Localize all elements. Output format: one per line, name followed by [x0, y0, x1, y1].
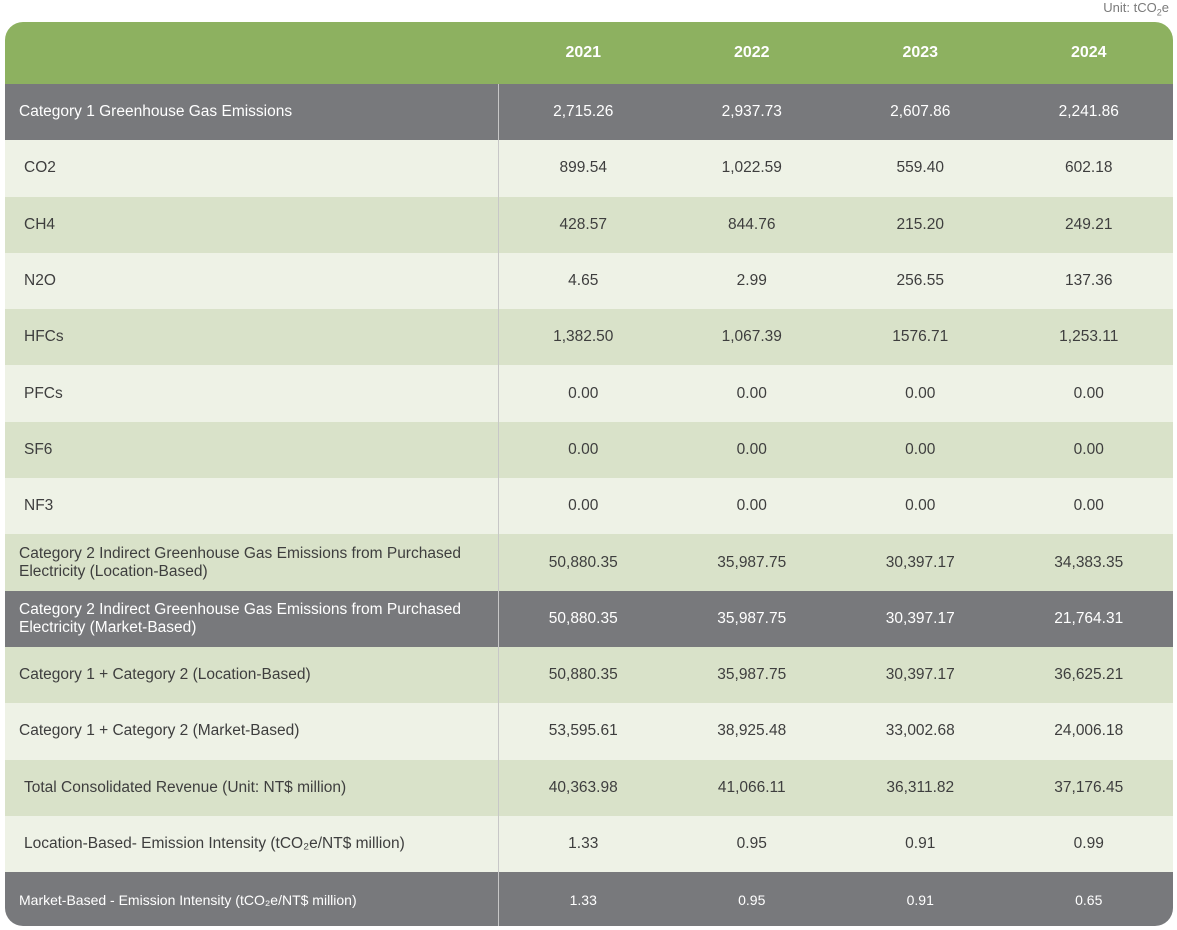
- row-value-2021: 1.33: [569, 892, 597, 909]
- row-value-2024: 34,383.35: [1054, 553, 1124, 571]
- row-value-2021: 50,880.35: [548, 666, 618, 684]
- row-value-2022: 844.76: [728, 215, 776, 233]
- row-label: PFCs: [5, 365, 499, 422]
- row-label: NF3: [5, 478, 499, 535]
- table-row: Category 2 Indirect Greenhouse Gas Emiss…: [5, 534, 1173, 591]
- table-row: CH4 428.57 844.76 215.20 249.21: [5, 196, 1173, 253]
- row-value-2024: 0.00: [1073, 384, 1104, 402]
- table-row: Category 1 + Category 2 (Location-Based)…: [5, 646, 1173, 704]
- row-value-2023: 2,607.86: [890, 103, 951, 121]
- row-value-2023: 33,002.68: [885, 722, 955, 740]
- row-value-2022: 1,067.39: [721, 328, 782, 346]
- row-value-2021: 1.33: [568, 835, 599, 852]
- row-value-2021: 0.00: [568, 497, 599, 515]
- table-body: Category 1 Greenhouse Gas Emissions 2,715…: [5, 84, 1173, 926]
- row-value-2023: 30,397.17: [885, 609, 955, 627]
- row-value-2022: 35,987.75: [717, 609, 787, 627]
- table-row: Category 2 Indirect Greenhouse Gas Emiss…: [5, 590, 1173, 647]
- row-value-2023: 0.91: [905, 835, 936, 852]
- row-label: Category 2 Indirect Greenhouse Gas Emiss…: [5, 590, 499, 647]
- row-value-2022: 2,937.73: [721, 103, 782, 121]
- row-value-2022: 0.95: [736, 835, 767, 852]
- table-row: N2O 4.65 2.99 256.55 137.36: [5, 252, 1173, 310]
- row-label: HFCs: [5, 309, 499, 366]
- row-value-2024: 0.65: [1075, 892, 1103, 909]
- header-year-2024: 2024: [1070, 44, 1107, 61]
- row-value-2024: 602.18: [1065, 159, 1113, 177]
- row-value-2024: 0.99: [1073, 835, 1104, 852]
- row-value-2022: 41,066.11: [717, 778, 786, 796]
- table-row: HFCs 1,382.50 1,067.39 1576.71 1,253.11: [5, 309, 1173, 366]
- table-row: Category 1 Greenhouse Gas Emissions 2,715…: [5, 84, 1173, 141]
- table-row: Category 1 + Category 2 (Market-Based) 53…: [5, 703, 1173, 760]
- row-value-2021: 40,363.98: [548, 778, 618, 796]
- header-year-2023: 2023: [902, 44, 939, 61]
- row-value-2023: 0.91: [906, 892, 934, 909]
- row-value-2022: 35,987.75: [717, 553, 787, 571]
- row-value-2021: 4.65: [568, 272, 599, 290]
- row-value-2023: 1576.71: [892, 328, 949, 346]
- table-row: Market-Based - Emission Intensity (tCO₂e…: [5, 872, 1173, 926]
- row-value-2022: 2.99: [736, 272, 767, 290]
- row-value-2022: 0.00: [736, 384, 767, 402]
- row-value-2024: 24,006.18: [1054, 722, 1124, 740]
- row-value-2021: 2,715.26: [553, 103, 614, 121]
- header-year-2021: 2021: [565, 44, 602, 61]
- emissions-table: 2021 2022 2023 2024 Category 1 Greenhous…: [5, 22, 1173, 926]
- unit-label: Unit: tCO2e: [1103, 0, 1169, 18]
- row-value-2024: 0.00: [1073, 497, 1104, 515]
- row-value-2021: 428.57: [559, 215, 607, 233]
- row-value-2024: 137.36: [1065, 272, 1113, 290]
- row-value-2022: 1,022.59: [721, 159, 782, 177]
- table-row: Total Consolidated Revenue (Unit: NT$ mi…: [5, 759, 1173, 816]
- row-label: Total Consolidated Revenue (Unit: NT$ mi…: [5, 759, 499, 816]
- row-value-2023: 36,311.82: [886, 778, 955, 796]
- row-value-2023: 30,397.17: [885, 553, 955, 571]
- row-value-2024: 1,253.11: [1059, 328, 1119, 346]
- row-value-2022: 0.95: [738, 892, 766, 909]
- table-row: SF6 0.00 0.00 0.00 0.00: [5, 421, 1173, 479]
- row-value-2022: 0.00: [736, 440, 767, 458]
- row-label: Market-Based - Emission Intensity (tCO₂e…: [5, 872, 499, 926]
- row-value-2023: 0.00: [905, 384, 936, 402]
- row-label: Category 1 + Category 2 (Market-Based): [5, 703, 499, 760]
- table-row: PFCs 0.00 0.00 0.00 0.00: [5, 365, 1173, 422]
- row-value-2022: 38,925.48: [717, 722, 787, 740]
- row-value-2024: 36,625.21: [1054, 666, 1124, 684]
- row-value-2023: 215.20: [896, 215, 944, 233]
- row-value-2021: 1,382.50: [553, 328, 614, 346]
- header-year-2022: 2022: [733, 44, 770, 61]
- row-value-2024: 37,176.45: [1054, 778, 1124, 796]
- row-value-2023: 0.00: [905, 497, 936, 515]
- row-label: CO2: [5, 140, 499, 197]
- row-value-2024: 0.00: [1073, 440, 1104, 458]
- row-label: N2O: [5, 252, 499, 310]
- row-value-2024: 249.21: [1065, 215, 1113, 233]
- row-label: SF6: [5, 421, 499, 479]
- row-label: Category 1 + Category 2 (Location-Based): [5, 646, 499, 704]
- header-label-cell: [5, 22, 499, 84]
- row-label: Category 1 Greenhouse Gas Emissions: [5, 84, 499, 141]
- row-value-2022: 0.00: [736, 497, 767, 515]
- row-value-2021: 0.00: [568, 440, 599, 458]
- row-value-2023: 256.55: [896, 272, 944, 290]
- row-label: Location-Based- Emission Intensity (tCO₂…: [5, 815, 499, 873]
- row-value-2021: 50,880.35: [548, 609, 618, 627]
- table-row: NF3 0.00 0.00 0.00 0.00: [5, 478, 1173, 535]
- table-row: Location-Based- Emission Intensity (tCO₂…: [5, 815, 1173, 873]
- row-value-2022: 35,987.75: [717, 666, 787, 684]
- row-value-2021: 899.54: [559, 159, 607, 177]
- row-value-2021: 0.00: [568, 384, 599, 402]
- table-row: CO2 899.54 1,022.59 559.40 602.18: [5, 140, 1173, 197]
- row-value-2021: 53,595.61: [548, 722, 618, 740]
- row-label: Category 2 Indirect Greenhouse Gas Emiss…: [5, 534, 499, 591]
- row-value-2023: 559.40: [896, 159, 944, 177]
- row-value-2024: 2,241.86: [1058, 103, 1119, 121]
- table-header-row: 2021 2022 2023 2024: [5, 22, 1173, 84]
- row-value-2024: 21,764.31: [1054, 609, 1124, 627]
- row-value-2021: 50,880.35: [548, 553, 618, 571]
- row-value-2023: 0.00: [905, 440, 936, 458]
- row-label: CH4: [5, 196, 499, 253]
- row-value-2023: 30,397.17: [885, 666, 955, 684]
